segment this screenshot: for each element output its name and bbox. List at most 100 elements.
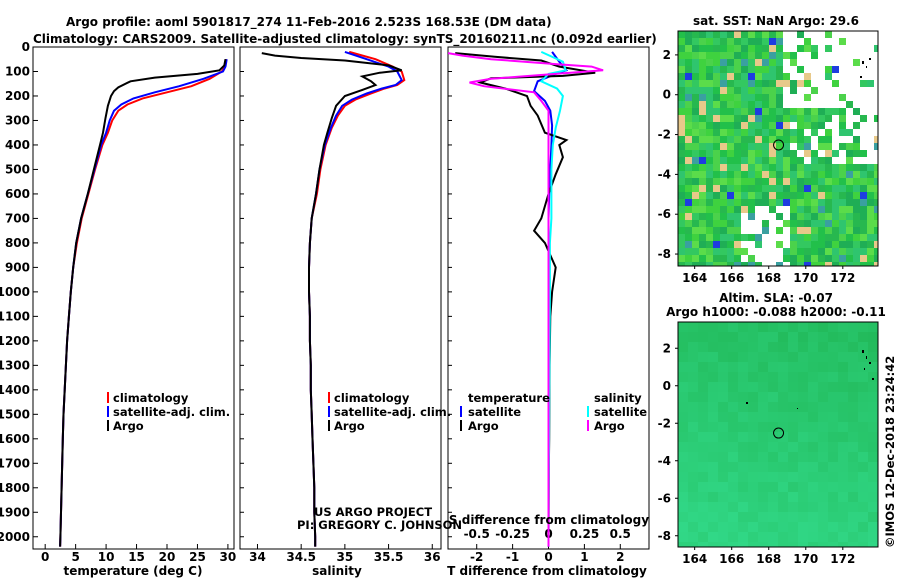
sst-cell (839, 38, 846, 45)
sla-cell (788, 502, 798, 512)
sst-cell (762, 38, 769, 45)
sla-cell (758, 472, 768, 482)
sla-cell (738, 442, 748, 452)
sla-cell (688, 432, 698, 442)
sst-cell (818, 178, 825, 185)
sla-cell (718, 522, 728, 532)
sst-cell (860, 262, 867, 266)
sst-cell (741, 31, 748, 38)
difference-xlabel-salinity: S difference from climatology (449, 513, 649, 527)
sla-cell (838, 412, 848, 422)
sst-cell (811, 129, 818, 136)
sla-cell (708, 492, 718, 502)
sst-cell (748, 45, 755, 52)
sst-cell (769, 66, 776, 73)
sst-cell (839, 227, 846, 234)
sst-cell (839, 255, 846, 262)
sla-cell (828, 412, 838, 422)
sla-cell (688, 522, 698, 532)
sst-cell (741, 122, 748, 129)
x-tick-label: -0.25 (495, 527, 530, 541)
sst-cell (713, 38, 720, 45)
legend-label-t-argo: Argo (468, 419, 499, 433)
sla-cell (768, 442, 778, 452)
island-markers (746, 58, 874, 409)
sst-cell (783, 185, 790, 192)
sla-cell (788, 532, 798, 542)
sla-cell (748, 482, 758, 492)
sla-cell (678, 532, 688, 542)
sla-cell (738, 392, 748, 402)
sla-map-frame (677, 321, 879, 548)
sst-cell (839, 248, 846, 255)
sla-cell (768, 322, 778, 332)
sst-cell (825, 199, 832, 206)
sst-cell (755, 136, 762, 143)
sst-cell (727, 52, 734, 59)
sst-cell (720, 73, 727, 80)
sst-cell (783, 192, 790, 199)
sst-cell (860, 185, 867, 192)
sla-cell (708, 362, 718, 372)
sla-cell (738, 362, 748, 372)
sst-cell (692, 227, 699, 234)
sst-cell (846, 227, 853, 234)
sla-cell (728, 342, 738, 352)
sst-cell (685, 227, 692, 234)
sst-cell (846, 199, 853, 206)
legend-label-s-argo: Argo (594, 419, 625, 433)
sla-cell (698, 352, 708, 362)
x-tick-label: 30 (220, 550, 237, 564)
sst-cell (720, 220, 727, 227)
sst-cell (741, 108, 748, 115)
sst-cell (720, 241, 727, 248)
sla-cell (788, 392, 798, 402)
sst-cell (727, 199, 734, 206)
sla-cell (738, 492, 748, 502)
sst-cell (720, 234, 727, 241)
sst-cell (762, 31, 769, 38)
sst-cell (685, 255, 692, 262)
sst-cell (874, 227, 878, 234)
sla-cell (708, 542, 718, 547)
sla-cell (688, 322, 698, 332)
depth-tick-label: 900 (5, 260, 30, 274)
x-tick-label: -2 (470, 550, 483, 564)
sst-cell (797, 31, 804, 38)
sst-cell (790, 227, 797, 234)
temperature-x-axis: 0 5 10 15 20 25 30 (41, 544, 236, 564)
sst-cell (818, 262, 825, 266)
sst-cell (874, 248, 878, 255)
sst-cell (818, 115, 825, 122)
sst-cell (748, 108, 755, 115)
sla-cell (868, 512, 878, 522)
sst-cell (797, 129, 804, 136)
sla-cell (698, 372, 708, 382)
sst-cell (825, 206, 832, 213)
sst-cell (678, 192, 685, 199)
sst-cell (706, 101, 713, 108)
sst-cell (769, 136, 776, 143)
sst-cell (692, 87, 699, 94)
sla-cell (818, 492, 828, 502)
sla-cell (808, 482, 818, 492)
sla-cell (818, 442, 828, 452)
sst-cell (804, 255, 811, 262)
sst-cell (874, 164, 878, 171)
sla-cell (748, 462, 758, 472)
sst-cell (734, 66, 741, 73)
sla-cell (788, 362, 798, 372)
sla-cell (858, 402, 868, 412)
sst-cell (713, 108, 720, 115)
legend-swatch-t-satellite (460, 406, 462, 417)
legend-swatch-s-argo (587, 420, 589, 431)
sst-cell (678, 94, 685, 101)
sst-cell (713, 59, 720, 66)
sst-cell (818, 185, 825, 192)
sla-cell (718, 432, 728, 442)
sst-cell (797, 122, 804, 129)
sst-cell (720, 45, 727, 52)
sla-cell (748, 432, 758, 442)
sst-cell (846, 150, 853, 157)
sla-cell (788, 402, 798, 412)
